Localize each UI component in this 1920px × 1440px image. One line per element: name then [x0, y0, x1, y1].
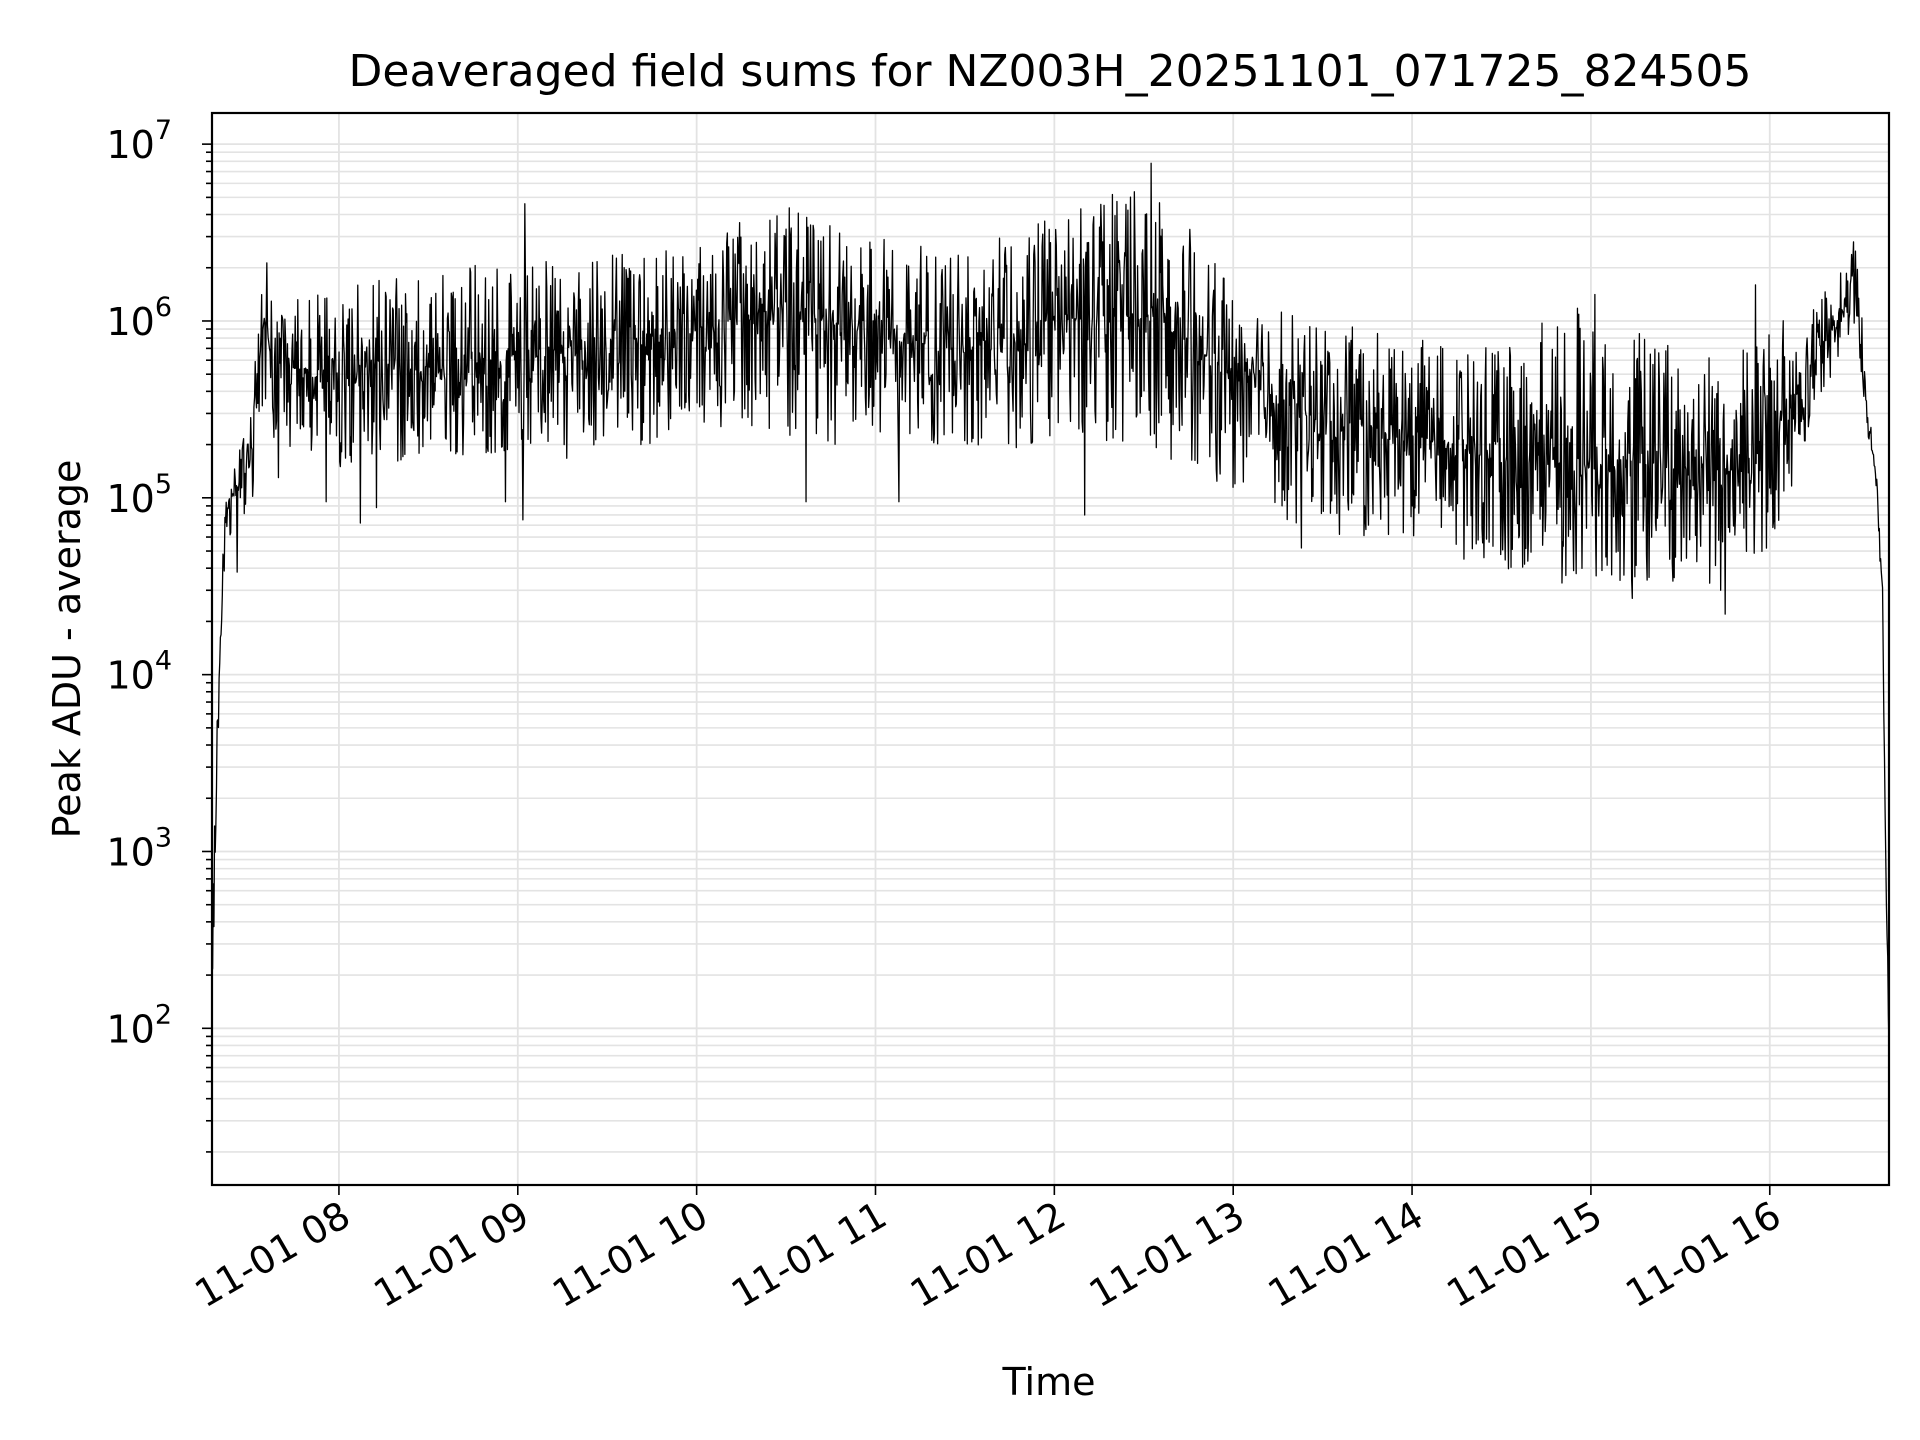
y-tick-label: 104	[106, 646, 172, 698]
grid	[212, 113, 1889, 1185]
y-tick-label: 103	[106, 822, 172, 874]
y-tick-label: 106	[106, 292, 172, 344]
series-line	[211, 162, 1890, 1049]
y-tick-label: 107	[106, 115, 172, 167]
plot-frame	[210, 111, 1891, 1187]
data-series	[211, 162, 1890, 1049]
x-axis-label: Time	[1002, 1360, 1096, 1404]
y-axis: 102 103 104 105 106 107	[106, 115, 212, 1153]
chart-title: Deaveraged field sums for NZ003H_2025110…	[349, 46, 1752, 97]
y-axis-label: Peak ADU - average	[45, 460, 89, 839]
y-tick-label: 102	[106, 999, 172, 1051]
y-tick-label: 105	[106, 469, 172, 521]
